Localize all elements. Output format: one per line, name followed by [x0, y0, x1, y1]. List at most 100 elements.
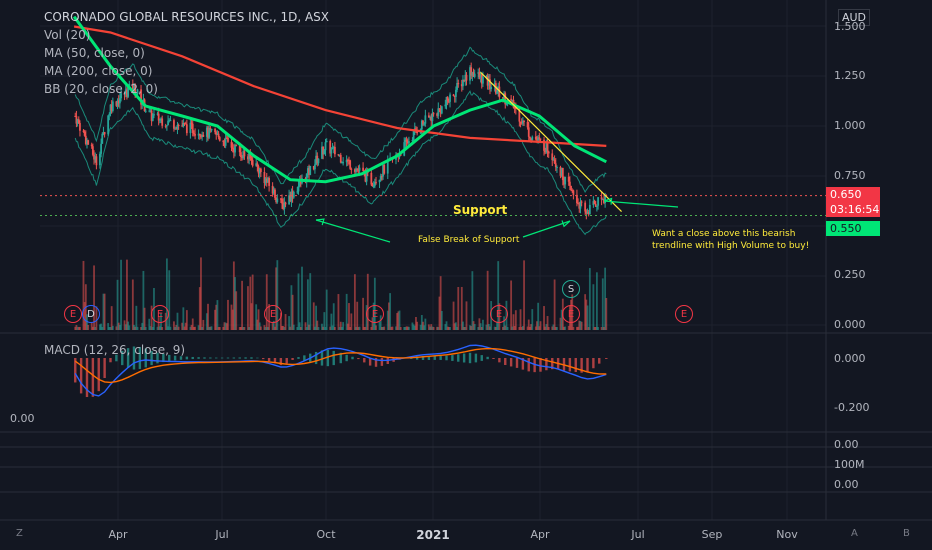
candle-body — [357, 169, 360, 171]
candle-body — [173, 120, 175, 129]
candle-body — [408, 141, 410, 144]
candle-body — [235, 145, 238, 147]
macd-pane — [74, 344, 608, 398]
volume-bar — [364, 326, 367, 330]
log-scale-button[interactable]: B — [903, 528, 910, 539]
volume-bar — [288, 316, 290, 330]
dividend-marker[interactable]: D — [82, 305, 100, 323]
volume-bar — [109, 326, 112, 330]
volume-bar — [416, 321, 419, 330]
macd-histogram-bar — [498, 358, 501, 363]
earnings-marker[interactable]: E — [366, 305, 384, 323]
volume-bar — [322, 326, 325, 330]
volume-bar — [255, 304, 258, 330]
candle-body — [325, 140, 328, 143]
volume-bar — [355, 326, 357, 330]
earnings-marker[interactable]: E — [64, 305, 82, 323]
volume-bar — [399, 326, 402, 330]
volume-bar — [144, 326, 147, 330]
volume-bar — [131, 279, 134, 330]
candle-body — [194, 134, 196, 136]
macd-histogram-bar — [320, 350, 324, 366]
candle-body — [469, 67, 471, 81]
candle-body — [355, 168, 357, 172]
candle-body — [485, 76, 488, 78]
volume-bar — [234, 277, 236, 330]
volume-bar — [190, 324, 193, 330]
candle-body — [479, 74, 482, 78]
volume-bar — [444, 324, 447, 330]
macd-histogram-bar — [462, 353, 466, 363]
candle-body — [150, 110, 153, 121]
volume-bar — [136, 326, 139, 330]
volume-bar — [382, 326, 384, 330]
candle-body — [231, 147, 234, 149]
auto-scale-button[interactable]: A — [851, 528, 858, 539]
volume-bar — [259, 326, 262, 330]
earnings-marker[interactable]: E — [151, 305, 169, 323]
candle-body — [496, 92, 498, 94]
candle-body — [265, 178, 268, 183]
macd-histogram-bar — [74, 358, 77, 383]
indicator-vol[interactable]: Vol (20) — [44, 28, 91, 42]
candle-body — [217, 133, 220, 138]
candle-body — [453, 96, 456, 98]
candle-body — [494, 83, 497, 94]
volume-bar — [588, 268, 591, 330]
volume-bar — [218, 326, 221, 330]
volume-bar — [272, 320, 275, 330]
volume-bar — [429, 326, 431, 330]
volume-bar — [584, 294, 587, 330]
macd-histogram-bar — [209, 357, 212, 359]
volume-bar — [242, 326, 245, 330]
volume-bar — [299, 326, 302, 330]
indicator-ma200[interactable]: MA (200, close, 0) — [44, 64, 153, 78]
volume-bar — [342, 322, 345, 330]
candle-body — [427, 115, 430, 118]
volume-bar — [214, 309, 216, 330]
volume-bar — [148, 318, 151, 330]
candle-body — [404, 139, 407, 143]
volume-bar — [353, 274, 356, 330]
earnings-marker[interactable]: E — [675, 305, 693, 323]
candle-body — [337, 154, 340, 156]
y-tick-label: 0.250 — [834, 268, 866, 281]
currency-label[interactable]: AUD — [837, 9, 870, 26]
candle-body — [316, 155, 319, 164]
volume-bar — [173, 321, 175, 330]
candle-body — [198, 133, 201, 136]
volume-bar — [276, 260, 279, 330]
earnings-marker[interactable]: E — [490, 305, 508, 323]
macd-histogram-bar — [574, 358, 577, 372]
macd-histogram-bar — [79, 358, 83, 394]
volume-bar — [248, 326, 251, 330]
indicator-macd[interactable]: MACD (12, 26, close, 9) — [44, 343, 186, 357]
candle-body — [480, 74, 483, 84]
candle-body — [202, 134, 205, 137]
split-marker[interactable]: S — [562, 280, 580, 298]
macd-histogram-bar — [592, 358, 595, 369]
indicator-bb[interactable]: BB (20, close, 2, 0) — [44, 82, 158, 96]
volume-bar — [222, 326, 225, 330]
candle-body — [333, 146, 336, 155]
volume-bar — [77, 326, 80, 330]
candle-body — [214, 128, 216, 133]
candle-body — [241, 157, 243, 159]
volume-bar — [108, 326, 111, 330]
volume-bar — [406, 326, 409, 330]
candle-body — [511, 99, 514, 101]
earnings-marker[interactable]: E — [562, 305, 580, 323]
volume-bar — [297, 273, 300, 330]
zoom-button[interactable]: Z — [16, 528, 23, 539]
volume-bar — [519, 309, 522, 330]
volume-bar — [224, 322, 227, 330]
candle-body — [317, 158, 320, 164]
volume-bar — [502, 326, 504, 330]
indicator-ma50[interactable]: MA (50, close, 0) — [44, 46, 145, 60]
ma50-line — [72, 15, 607, 184]
macd-histogram-bar — [468, 352, 472, 364]
volume-bar — [156, 326, 159, 330]
earnings-marker[interactable]: E — [264, 305, 282, 323]
candle-body — [543, 139, 545, 151]
